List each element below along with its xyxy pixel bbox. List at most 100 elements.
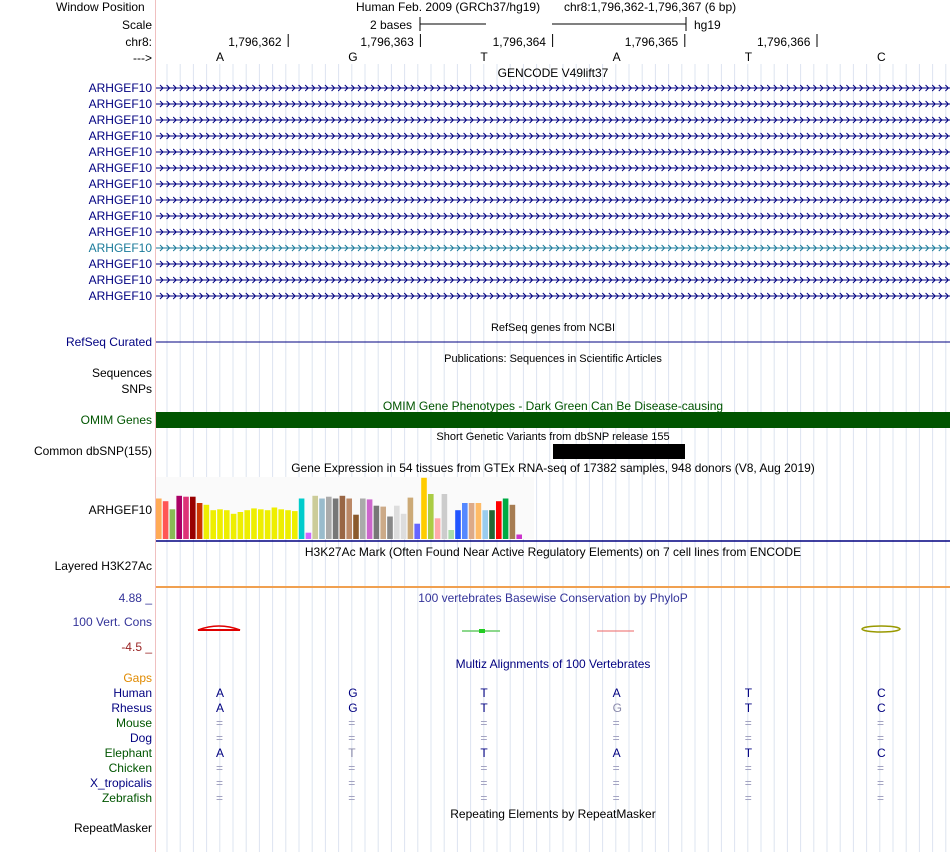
gtex-bar[interactable] xyxy=(305,532,312,539)
sequences-label[interactable]: Sequences xyxy=(91,366,152,380)
gtex-bar[interactable] xyxy=(230,513,237,539)
gencode-gene-label[interactable]: ARHGEF10 xyxy=(88,161,152,175)
gtex-bar[interactable] xyxy=(278,509,284,539)
gtex-bar[interactable] xyxy=(298,498,305,540)
gencode-title[interactable]: GENCODE V49lift37 xyxy=(497,66,609,80)
gtex-bar[interactable] xyxy=(366,499,373,539)
gtex-bar[interactable] xyxy=(190,496,196,539)
gtex-bar[interactable] xyxy=(210,510,216,539)
gtex-bar[interactable] xyxy=(244,510,250,539)
gencode-gene-label[interactable]: ARHGEF10 xyxy=(88,241,152,255)
gtex-bar[interactable] xyxy=(312,495,318,539)
gtex-bar[interactable] xyxy=(448,530,454,539)
gtex-bar[interactable] xyxy=(332,498,339,540)
gencode-gene-label[interactable]: ARHGEF10 xyxy=(88,81,152,95)
publications-title[interactable]: Publications: Sequences in Scientific Ar… xyxy=(444,353,662,365)
omim-bar[interactable] xyxy=(156,412,950,428)
gencode-gene-label[interactable]: ARHGEF10 xyxy=(88,129,152,143)
gtex-bar[interactable] xyxy=(462,503,468,539)
gaps-label[interactable]: Gaps xyxy=(123,671,152,685)
gencode-gene-label[interactable]: ARHGEF10 xyxy=(88,97,152,111)
gtex-bar[interactable] xyxy=(509,504,516,539)
dbsnp-variant[interactable] xyxy=(553,444,685,459)
snps-label[interactable]: SNPs xyxy=(121,382,152,396)
gtex-bar[interactable] xyxy=(407,497,414,539)
refseq-title[interactable]: RefSeq genes from NCBI xyxy=(490,322,616,334)
phylop-value[interactable] xyxy=(479,629,485,633)
gtex-bar[interactable] xyxy=(237,512,244,539)
repeatmasker-title[interactable]: Repeating Elements by RepeatMasker xyxy=(450,807,656,821)
gtex-bar[interactable] xyxy=(264,510,271,539)
gtex-bar[interactable] xyxy=(468,503,475,539)
multiz-species-label[interactable]: Chicken xyxy=(108,761,152,775)
gtex-bar[interactable] xyxy=(441,494,448,539)
multiz-species-label[interactable]: Human xyxy=(113,686,152,700)
phylop-value[interactable] xyxy=(861,625,901,633)
gencode-gene-label[interactable]: ARHGEF10 xyxy=(88,209,152,223)
gencode-gene-label[interactable]: ARHGEF10 xyxy=(88,113,152,127)
gtex-bar[interactable] xyxy=(516,534,522,540)
gtex-label[interactable]: ARHGEF10 xyxy=(88,503,152,517)
gtex-bar[interactable] xyxy=(169,509,176,539)
gtex-bar[interactable] xyxy=(176,495,182,539)
gtex-bar[interactable] xyxy=(373,505,380,539)
gencode-gene-label[interactable]: ARHGEF10 xyxy=(88,193,152,207)
gtex-bar[interactable] xyxy=(414,523,420,539)
gencode-gene-label[interactable]: ARHGEF10 xyxy=(88,289,152,303)
gtex-bar[interactable] xyxy=(482,510,488,539)
gtex-bar[interactable] xyxy=(339,495,346,539)
refseq-label[interactable]: RefSeq Curated xyxy=(65,335,152,349)
gencode-gene-label[interactable]: ARHGEF10 xyxy=(88,225,152,239)
multiz-title[interactable]: Multiz Alignments of 100 Vertebrates xyxy=(455,657,651,671)
phylop-label[interactable]: 100 Vert. Cons xyxy=(72,615,152,629)
gtex-bar[interactable] xyxy=(271,507,278,540)
omim-title[interactable]: OMIM Gene Phenotypes - Dark Green Can Be… xyxy=(382,399,724,413)
gtex-bar[interactable] xyxy=(162,501,169,539)
multiz-species-label[interactable]: X_tropicalis xyxy=(89,776,152,790)
gencode-gene-label[interactable]: ARHGEF10 xyxy=(88,177,152,191)
omim-label[interactable]: OMIM Genes xyxy=(80,413,152,427)
gtex-bar[interactable] xyxy=(489,510,495,539)
gtex-bar[interactable] xyxy=(183,496,189,539)
gtex-title[interactable]: Gene Expression in 54 tissues from GTEx … xyxy=(291,461,815,475)
gtex-bar[interactable] xyxy=(285,510,291,539)
dbsnp-title[interactable]: Short Genetic Variants from dbSNP releas… xyxy=(436,431,670,443)
gtex-bar[interactable] xyxy=(258,509,264,539)
gtex-bar[interactable] xyxy=(156,498,162,540)
h3k27ac-title[interactable]: H3K27Ac Mark (Often Found Near Active Re… xyxy=(304,545,802,559)
dbsnp-label[interactable]: Common dbSNP(155) xyxy=(33,444,152,458)
gtex-bar[interactable] xyxy=(400,513,407,539)
gtex-bar[interactable] xyxy=(224,510,230,539)
repeatmasker-label[interactable]: RepeatMasker xyxy=(73,821,152,835)
gtex-bar[interactable] xyxy=(319,498,325,540)
gencode-gene-label[interactable]: ARHGEF10 xyxy=(88,273,152,287)
gtex-bar[interactable] xyxy=(360,498,366,540)
multiz-species-label[interactable]: Dog xyxy=(129,731,152,745)
gtex-bar[interactable] xyxy=(196,503,203,539)
gencode-gene-label[interactable]: ARHGEF10 xyxy=(88,145,152,159)
gtex-bar[interactable] xyxy=(380,506,386,539)
gtex-bar[interactable] xyxy=(203,504,210,539)
gtex-bar[interactable] xyxy=(292,511,298,539)
multiz-species-label[interactable]: Elephant xyxy=(104,746,152,760)
gtex-bar[interactable] xyxy=(421,477,427,539)
gtex-bar[interactable] xyxy=(346,498,352,540)
h3k27ac-label[interactable]: Layered H3K27Ac xyxy=(54,559,152,573)
multiz-species-label[interactable]: Zebrafish xyxy=(101,791,152,805)
phylop-title[interactable]: 100 vertebrates Basewise Conservation by… xyxy=(418,591,688,605)
gtex-bar[interactable] xyxy=(502,498,509,540)
multiz-species-label[interactable]: Rhesus xyxy=(111,701,152,715)
gtex-bar[interactable] xyxy=(394,505,400,539)
gtex-bar[interactable] xyxy=(434,518,441,539)
multiz-species-label[interactable]: Mouse xyxy=(115,716,152,730)
gtex-bar[interactable] xyxy=(251,508,257,539)
gtex-bar[interactable] xyxy=(217,509,223,539)
gtex-bar[interactable] xyxy=(475,503,482,539)
gtex-bar[interactable] xyxy=(326,496,332,539)
gencode-gene-label[interactable]: ARHGEF10 xyxy=(88,257,152,271)
gtex-bar[interactable] xyxy=(455,510,461,539)
gtex-bar[interactable] xyxy=(353,514,359,539)
gtex-bar[interactable] xyxy=(387,516,393,540)
gtex-bar[interactable] xyxy=(428,494,434,539)
